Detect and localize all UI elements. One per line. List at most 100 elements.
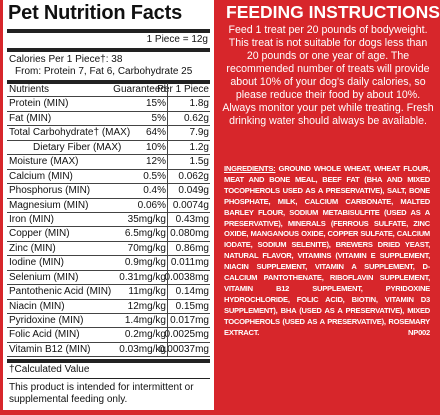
- per-piece-value: 1.5g: [189, 156, 209, 168]
- nutrient-row: Iodine (MIN) 0.9mg/kg 0.011mg: [7, 256, 210, 271]
- column-header: Per 1 Piece: [157, 84, 209, 95]
- per-piece-value: 0.0025mg: [164, 329, 209, 341]
- footnote: †Calculated Value: [9, 364, 90, 375]
- feeding-title: FEEDING INSTRUCTIONS:: [226, 2, 440, 22]
- column-divider: [167, 184, 168, 198]
- column-header: Nutrients: [9, 84, 50, 95]
- nutrient-name: Pantothenic Acid (MIN): [9, 286, 112, 298]
- guaranteed-value: 0.31mg/kg: [119, 271, 166, 283]
- column-divider: [167, 342, 168, 357]
- guaranteed-value: 10%: [145, 141, 166, 153]
- per-piece-value: 0.011mg: [170, 257, 209, 269]
- guaranteed-value: 11mg/kg: [128, 286, 166, 298]
- nutrient-name: Dietary Fiber (MAX): [33, 141, 122, 153]
- per-piece-value: 0.62g: [183, 112, 209, 124]
- nutrient-row: Selenium (MIN) 0.31mg/kg 0.0038mg: [7, 270, 210, 286]
- nutrient-row: Niacin (MIN) 12mg/kg 0.15mg: [7, 299, 210, 314]
- column-divider: [167, 285, 168, 299]
- rule: [7, 29, 210, 33]
- per-piece-value: 0.86mg: [175, 242, 209, 254]
- guaranteed-value: 70mg/kg: [127, 242, 166, 254]
- calories: Calories Per 1 Piece†: 38: [9, 54, 123, 65]
- nutrient-name: Calcium (MIN): [9, 170, 73, 182]
- nutrient-row: Magnesium (MIN) 0.06% 0.0074g: [7, 198, 210, 213]
- nutrient-name: Moisture (MAX): [9, 156, 79, 168]
- per-piece-value: 0.062g: [178, 170, 209, 182]
- guaranteed-value: 0.03mg/kg: [119, 343, 166, 355]
- per-piece-value: 0.00037mg: [158, 343, 209, 355]
- column-divider: [167, 299, 168, 313]
- feeding-text: Feed 1 treat per 20 pounds of bodyweight…: [222, 24, 434, 127]
- column-divider: [167, 227, 168, 241]
- nutrient-row: Calcium (MIN) 0.5% 0.062g: [7, 169, 210, 185]
- column-divider: [167, 83, 168, 97]
- guaranteed-value: 0.2mg/kg: [124, 329, 166, 341]
- column-divider: [167, 198, 168, 212]
- nutrient-row: Zinc (MIN) 70mg/kg 0.86mg: [7, 241, 210, 257]
- nutrient-row: Phosphorus (MIN) 0.4% 0.049g: [7, 184, 210, 199]
- guaranteed-value: 1.4mg/kg: [124, 315, 166, 326]
- nutrient-row: Protein (MIN) 15% 1.8g: [7, 97, 210, 112]
- guaranteed-value: 12mg/kg: [127, 300, 166, 312]
- guaranteed-value: 0.4%: [143, 185, 166, 197]
- nutrient-name: Folic Acid (MIN): [9, 329, 80, 341]
- nutrient-name: Niacin (MIN): [9, 300, 65, 312]
- per-piece-value: 1.8g: [189, 98, 209, 110]
- nutrient-name: Pyridoxine (MIN): [9, 315, 84, 326]
- column-divider: [167, 111, 168, 126]
- nutrient-name: Copper (MIN): [9, 228, 70, 240]
- column-header: Guaranteed: [113, 84, 166, 95]
- column-divider: [167, 140, 168, 155]
- guaranteed-value: 35mg/kg: [127, 213, 166, 225]
- column-divider: [167, 212, 168, 227]
- nutrient-row: Total Carbohydrate† (MAX) 64% 7.9g: [7, 126, 210, 141]
- nutrient-row: Moisture (MAX) 12% 1.5g: [7, 155, 210, 170]
- nutrient-row: Dietary Fiber (MAX) 10% 1.2g: [7, 140, 210, 156]
- column-divider: [167, 328, 168, 342]
- column-divider: [167, 155, 168, 169]
- nutrient-name: Iron (MIN): [9, 213, 54, 225]
- per-piece-value: 0.017mg: [170, 315, 209, 326]
- column-divider: [167, 169, 168, 184]
- calories-from: From: Protein 7, Fat 6, Carbohydrate 25: [15, 66, 193, 77]
- feeding-note: This product is intended for intermitten…: [9, 382, 194, 405]
- guaranteed-value: 15%: [145, 98, 166, 110]
- column-divider: [167, 314, 168, 328]
- nutrient-row: Iron (MIN) 35mg/kg 0.43mg: [7, 212, 210, 228]
- nutrient-row: Copper (MIN) 6.5mg/kg 0.080mg: [7, 227, 210, 242]
- rule: [7, 378, 210, 379]
- nutrient-row: Pantothenic Acid (MIN) 11mg/kg 0.14mg: [7, 285, 210, 300]
- guaranteed-value: 64%: [145, 127, 166, 139]
- guaranteed-value: 0.06%: [137, 199, 166, 211]
- nutrient-name: Fat (MIN): [9, 112, 52, 124]
- rule: [7, 359, 210, 363]
- nutrient-row: Fat (MIN) 5% 0.62g: [7, 111, 210, 127]
- table-header: Nutrients Guaranteed Per 1 Piece: [7, 83, 210, 98]
- nutrient-name: Protein (MIN): [9, 98, 69, 110]
- per-piece-value: 7.9g: [189, 127, 209, 139]
- nutrition-panel: Pet Nutrition Facts 1 Piece = 12g Calori…: [3, 0, 214, 410]
- per-piece-value: 0.15mg: [175, 300, 209, 312]
- guaranteed-value: 0.5%: [143, 170, 166, 182]
- per-piece-value: 0.0038mg: [164, 271, 209, 283]
- rule: [7, 48, 210, 52]
- nutrient-row: Vitamin B12 (MIN) 0.03mg/kg 0.00037mg: [7, 342, 210, 358]
- per-piece-value: 0.43mg: [175, 213, 209, 225]
- per-piece-value: 0.14mg: [175, 286, 209, 298]
- per-piece-value: 0.049g: [178, 185, 209, 197]
- nutrient-name: Magnesium (MIN): [9, 199, 89, 211]
- column-divider: [167, 126, 168, 140]
- ingredients: INGREDIENTS: GROUND WHOLE WHEAT, WHEAT F…: [224, 164, 430, 339]
- serving-size: 1 Piece = 12g: [146, 34, 208, 45]
- panel-title: Pet Nutrition Facts: [8, 2, 182, 24]
- ingredients-label: INGREDIENTS:: [224, 164, 276, 173]
- product-code: NP002: [408, 327, 430, 337]
- ingredients-text: GROUND WHOLE WHEAT, WHEAT FLOUR, MEAT AN…: [224, 164, 430, 337]
- guaranteed-value: 5%: [151, 112, 166, 124]
- column-divider: [167, 97, 168, 111]
- nutrient-name: Phosphorus (MIN): [9, 185, 91, 197]
- column-divider: [167, 241, 168, 256]
- guaranteed-value: 6.5mg/kg: [124, 228, 166, 240]
- per-piece-value: 0.080mg: [170, 228, 209, 240]
